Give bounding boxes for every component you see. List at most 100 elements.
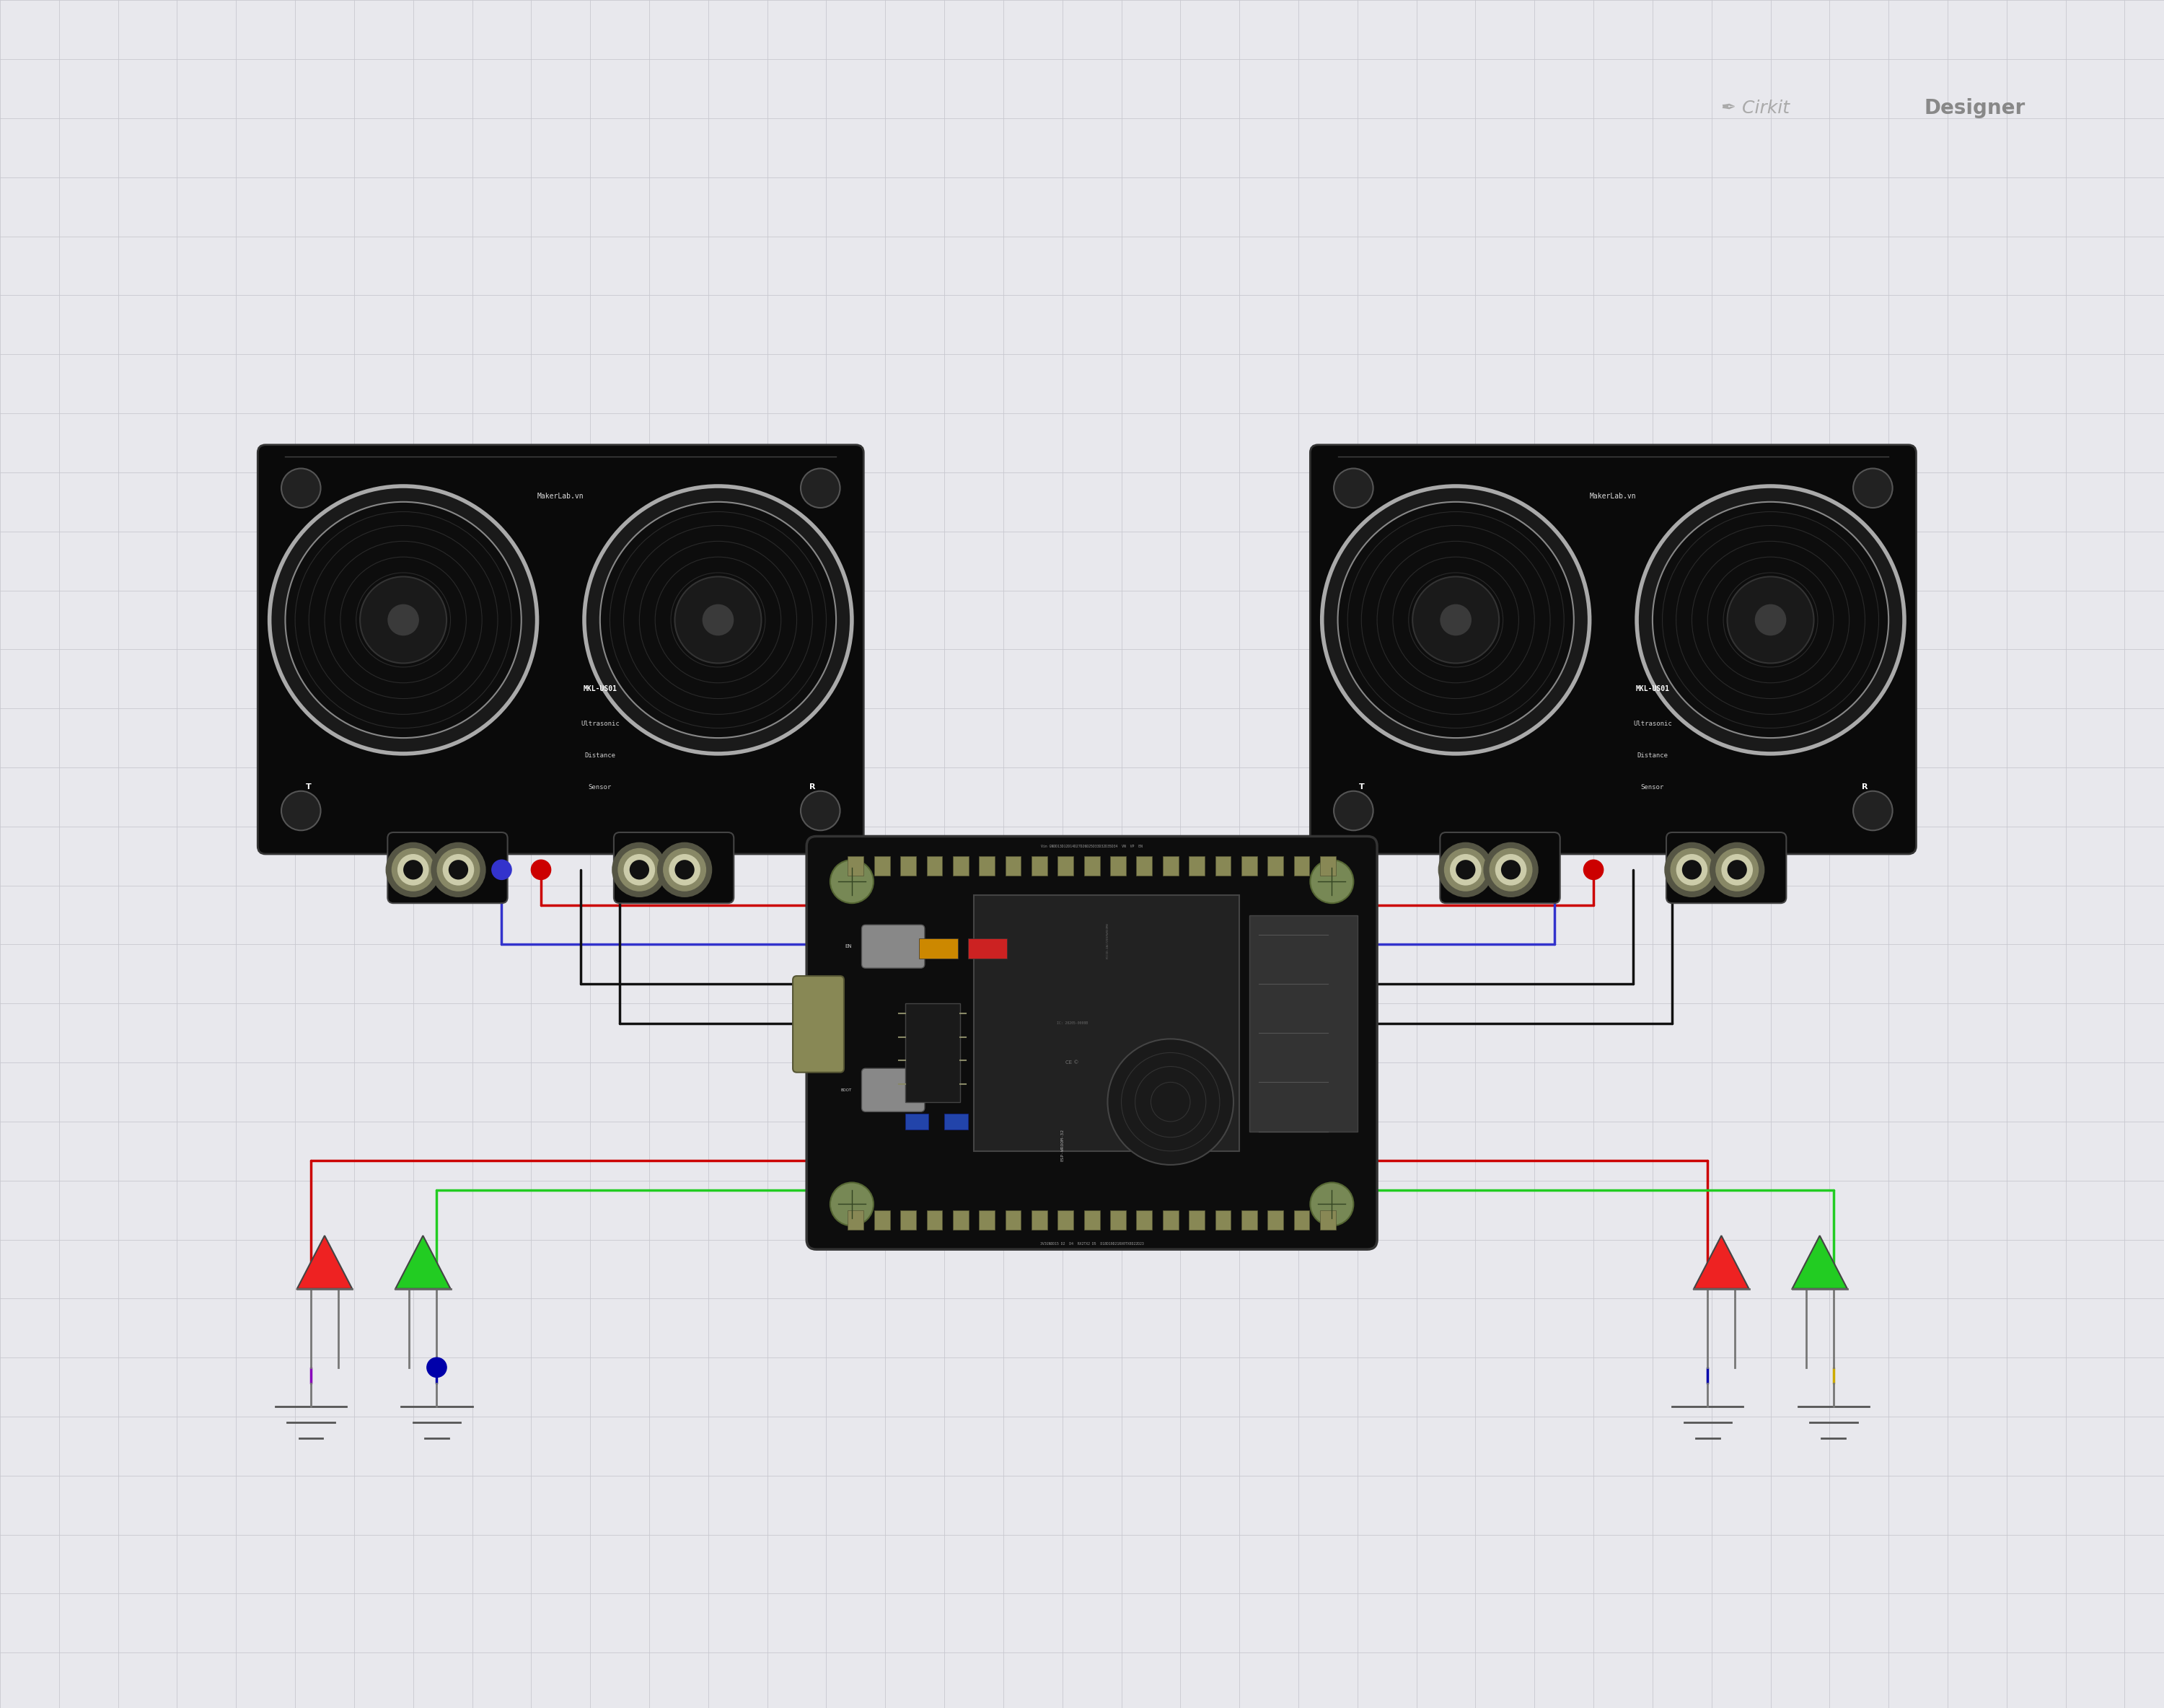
Circle shape [281, 468, 320, 507]
Text: ✒ Cirkit: ✒ Cirkit [1720, 99, 1796, 118]
Bar [1084, 856, 1099, 876]
Circle shape [398, 854, 428, 885]
Circle shape [1333, 791, 1374, 830]
Circle shape [392, 849, 435, 892]
Text: R: R [809, 784, 816, 791]
FancyBboxPatch shape [387, 832, 509, 904]
Circle shape [1322, 487, 1591, 753]
Circle shape [1482, 842, 1539, 897]
Circle shape [801, 791, 840, 830]
FancyBboxPatch shape [1309, 444, 1915, 854]
Circle shape [612, 842, 667, 897]
Circle shape [1755, 605, 1785, 635]
Bar [1058, 856, 1073, 876]
Bar [978, 856, 995, 876]
FancyBboxPatch shape [792, 975, 844, 1073]
Circle shape [281, 791, 320, 830]
Circle shape [1309, 1182, 1352, 1226]
Circle shape [630, 859, 649, 880]
Circle shape [1720, 854, 1753, 885]
Bar [952, 856, 969, 876]
Text: Sensor: Sensor [589, 784, 612, 791]
Text: T: T [305, 784, 312, 791]
Circle shape [444, 854, 474, 885]
Circle shape [599, 502, 835, 738]
Text: Sensor: Sensor [1640, 784, 1664, 791]
Bar [1110, 856, 1125, 876]
FancyBboxPatch shape [615, 832, 734, 904]
Circle shape [385, 842, 441, 897]
Polygon shape [396, 1235, 450, 1290]
Circle shape [491, 859, 511, 880]
Bar [967, 939, 1006, 958]
Circle shape [1584, 859, 1604, 880]
Bar [974, 895, 1240, 1151]
Text: MakerLab.vn: MakerLab.vn [537, 492, 584, 499]
Circle shape [1671, 849, 1714, 892]
Circle shape [1309, 859, 1352, 904]
Text: MakerLab.vn: MakerLab.vn [1591, 492, 1636, 499]
Circle shape [1502, 859, 1521, 880]
Circle shape [662, 849, 705, 892]
Bar [926, 1209, 941, 1230]
Circle shape [1439, 842, 1493, 897]
Circle shape [623, 854, 656, 885]
Text: T: T [1359, 784, 1363, 791]
Circle shape [1636, 487, 1904, 753]
Circle shape [1727, 577, 1813, 663]
Circle shape [584, 487, 853, 753]
Bar [1216, 1209, 1231, 1230]
Bar [1268, 856, 1283, 876]
Bar [926, 856, 941, 876]
Circle shape [1852, 791, 1894, 830]
Bar [952, 1209, 969, 1230]
Text: CE ©: CE © [1065, 1061, 1080, 1064]
Circle shape [1489, 849, 1532, 892]
Polygon shape [296, 1235, 353, 1290]
Text: Vin GNDD13D12D14D27D26D25D33D32D35D34  VN  VP  EN: Vin GNDD13D12D14D27D26D25D33D32D35D34 VN… [1041, 844, 1143, 847]
Circle shape [1456, 859, 1476, 880]
Bar [1136, 1209, 1151, 1230]
Circle shape [270, 487, 537, 753]
Circle shape [1727, 859, 1746, 880]
Bar [1242, 856, 1257, 876]
Bar [905, 1004, 961, 1102]
Bar [1006, 856, 1021, 876]
Bar [1188, 1209, 1205, 1230]
Bar [905, 1114, 928, 1129]
Bar [848, 1209, 863, 1230]
Circle shape [437, 849, 480, 892]
Text: Distance: Distance [584, 753, 615, 758]
Bar [1294, 1209, 1309, 1230]
Bar [900, 1209, 915, 1230]
FancyBboxPatch shape [861, 1069, 924, 1112]
Circle shape [1653, 502, 1889, 738]
Text: FCCID:2AC7ZESPWROOM0: FCCID:2AC7ZESPWROOM0 [1106, 922, 1108, 958]
Bar [1032, 1209, 1047, 1230]
Circle shape [448, 859, 467, 880]
Circle shape [403, 859, 422, 880]
Circle shape [1677, 854, 1707, 885]
Circle shape [1337, 502, 1573, 738]
Circle shape [669, 854, 701, 885]
Circle shape [1439, 605, 1472, 635]
Circle shape [1413, 577, 1500, 663]
Circle shape [1681, 859, 1701, 880]
Bar [1216, 856, 1231, 876]
Text: MKL-US01: MKL-US01 [1636, 685, 1668, 692]
Text: ESP-WROOM-32: ESP-WROOM-32 [1060, 1129, 1065, 1161]
Text: MKL-US01: MKL-US01 [582, 685, 617, 692]
Circle shape [1450, 854, 1482, 885]
Circle shape [675, 577, 762, 663]
Bar [1162, 856, 1179, 876]
Circle shape [1443, 849, 1487, 892]
Text: Distance: Distance [1636, 753, 1668, 758]
Bar [920, 939, 959, 958]
FancyBboxPatch shape [258, 444, 863, 854]
Bar [1032, 856, 1047, 876]
Text: BOOT: BOOT [842, 1088, 853, 1091]
Text: Ultrasonic: Ultrasonic [580, 721, 619, 728]
Circle shape [1108, 1038, 1233, 1165]
FancyBboxPatch shape [861, 924, 924, 968]
Circle shape [1852, 468, 1894, 507]
